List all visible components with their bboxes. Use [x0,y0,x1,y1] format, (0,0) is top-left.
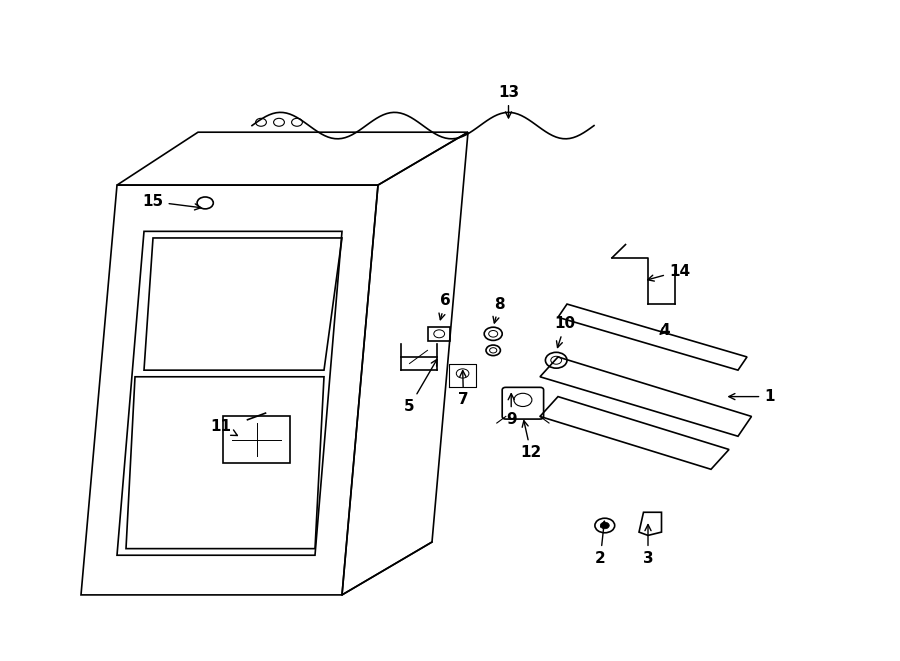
Text: 15: 15 [142,194,201,210]
Text: 8: 8 [493,297,505,323]
Text: 7: 7 [458,371,469,407]
Text: 11: 11 [210,419,238,436]
Text: 3: 3 [643,525,653,566]
Text: 9: 9 [506,394,517,427]
Text: 10: 10 [554,317,576,348]
Text: 6: 6 [439,293,451,320]
Text: 2: 2 [595,522,607,566]
Circle shape [600,522,609,529]
Text: 14: 14 [648,264,690,281]
Bar [428,327,450,341]
Text: 12: 12 [520,420,542,460]
Text: 5: 5 [404,360,437,414]
Text: 1: 1 [729,389,775,404]
Text: 4: 4 [659,323,670,338]
Text: 13: 13 [498,85,519,118]
